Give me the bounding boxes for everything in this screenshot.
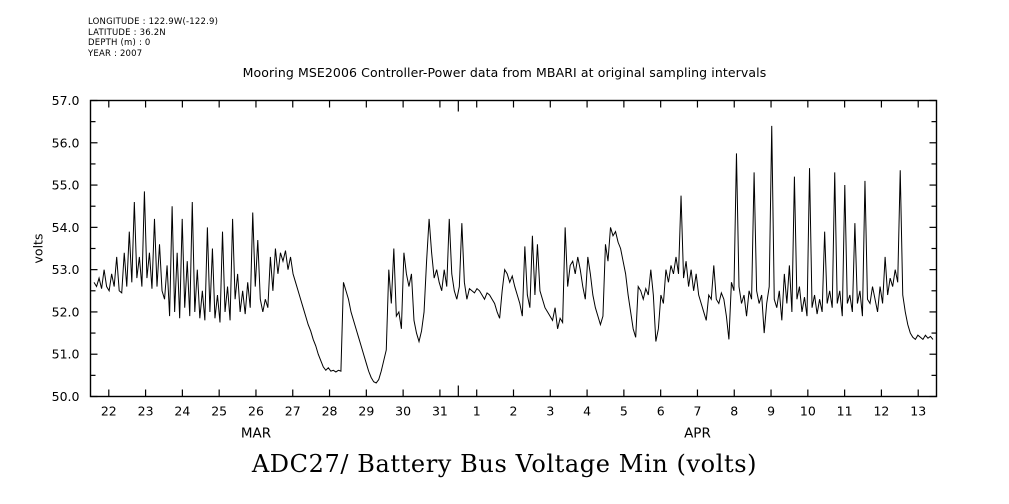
y-tick-label: 56.0 [52, 135, 80, 150]
x-axis-month-labels: MAR APR [241, 426, 711, 442]
x-tick-label: 30 [395, 404, 411, 419]
x-tick-label: 10 [800, 404, 816, 419]
x-tick-label: 29 [358, 404, 374, 419]
x-tick-label: 1 [473, 404, 481, 419]
y-tick-label: 52.0 [52, 304, 80, 319]
x-tick-label: 25 [211, 404, 227, 419]
x-tick-label: 8 [730, 404, 738, 419]
x-tick-label: 9 [767, 404, 775, 419]
x-tick-label: 4 [583, 404, 591, 419]
x-tick-label: 12 [873, 404, 889, 419]
y-tick-label: 55.0 [52, 178, 80, 193]
y-tick-label: 54.0 [52, 220, 80, 235]
x-tick-label: 22 [101, 404, 117, 419]
x-tick-label: 26 [248, 404, 264, 419]
figure-caption: ADC27/ Battery Bus Voltage Min (volts) [251, 450, 758, 478]
axis-tick-marks [90, 99, 937, 398]
x-tick-label: 7 [693, 404, 701, 419]
y-tick-label: 57.0 [52, 93, 80, 108]
x-tick-label: 23 [138, 404, 154, 419]
x-tick-label: 5 [620, 404, 628, 419]
x-tick-label: 27 [285, 404, 301, 419]
metadata-block: LONGITUDE : 122.9W(-122.9) LATITUDE : 36… [88, 17, 219, 59]
x-tick-label: 31 [432, 404, 448, 419]
x-tick-label: 13 [910, 404, 926, 419]
y-tick-label: 51.0 [52, 347, 80, 362]
x-month-label: MAR [241, 426, 271, 442]
x-tick-label: 24 [174, 404, 190, 419]
x-tick-label: 6 [657, 404, 665, 419]
chart-title: Mooring MSE2006 Controller-Power data fr… [242, 65, 767, 80]
x-axis-tick-labels: 22 23 24 25 26 27 28 29 30 31 1 2 3 4 5 6 7 8 9 10 11 12 13 [101, 404, 926, 419]
x-month-label: APR [684, 426, 711, 442]
x-tick-label: 11 [837, 404, 853, 419]
chart-plot-area: 50.051.052.053.054.055.056.057.0 22 23 24 2… [31, 93, 938, 442]
y-axis-tick-labels: 50.0 51.0 52.0 53.0 54.0 55.0 56.0 57.0 [52, 93, 80, 404]
y-axis-label: volts [31, 234, 46, 264]
data-series-line [93, 125, 934, 384]
x-tick-label: 2 [510, 404, 518, 419]
y-tick-label: 50.0 [52, 389, 80, 404]
x-tick-label: 3 [546, 404, 554, 419]
plot-frame [89, 99, 938, 398]
x-tick-label: 28 [322, 404, 338, 419]
y-tick-label: 53.0 [52, 262, 80, 277]
